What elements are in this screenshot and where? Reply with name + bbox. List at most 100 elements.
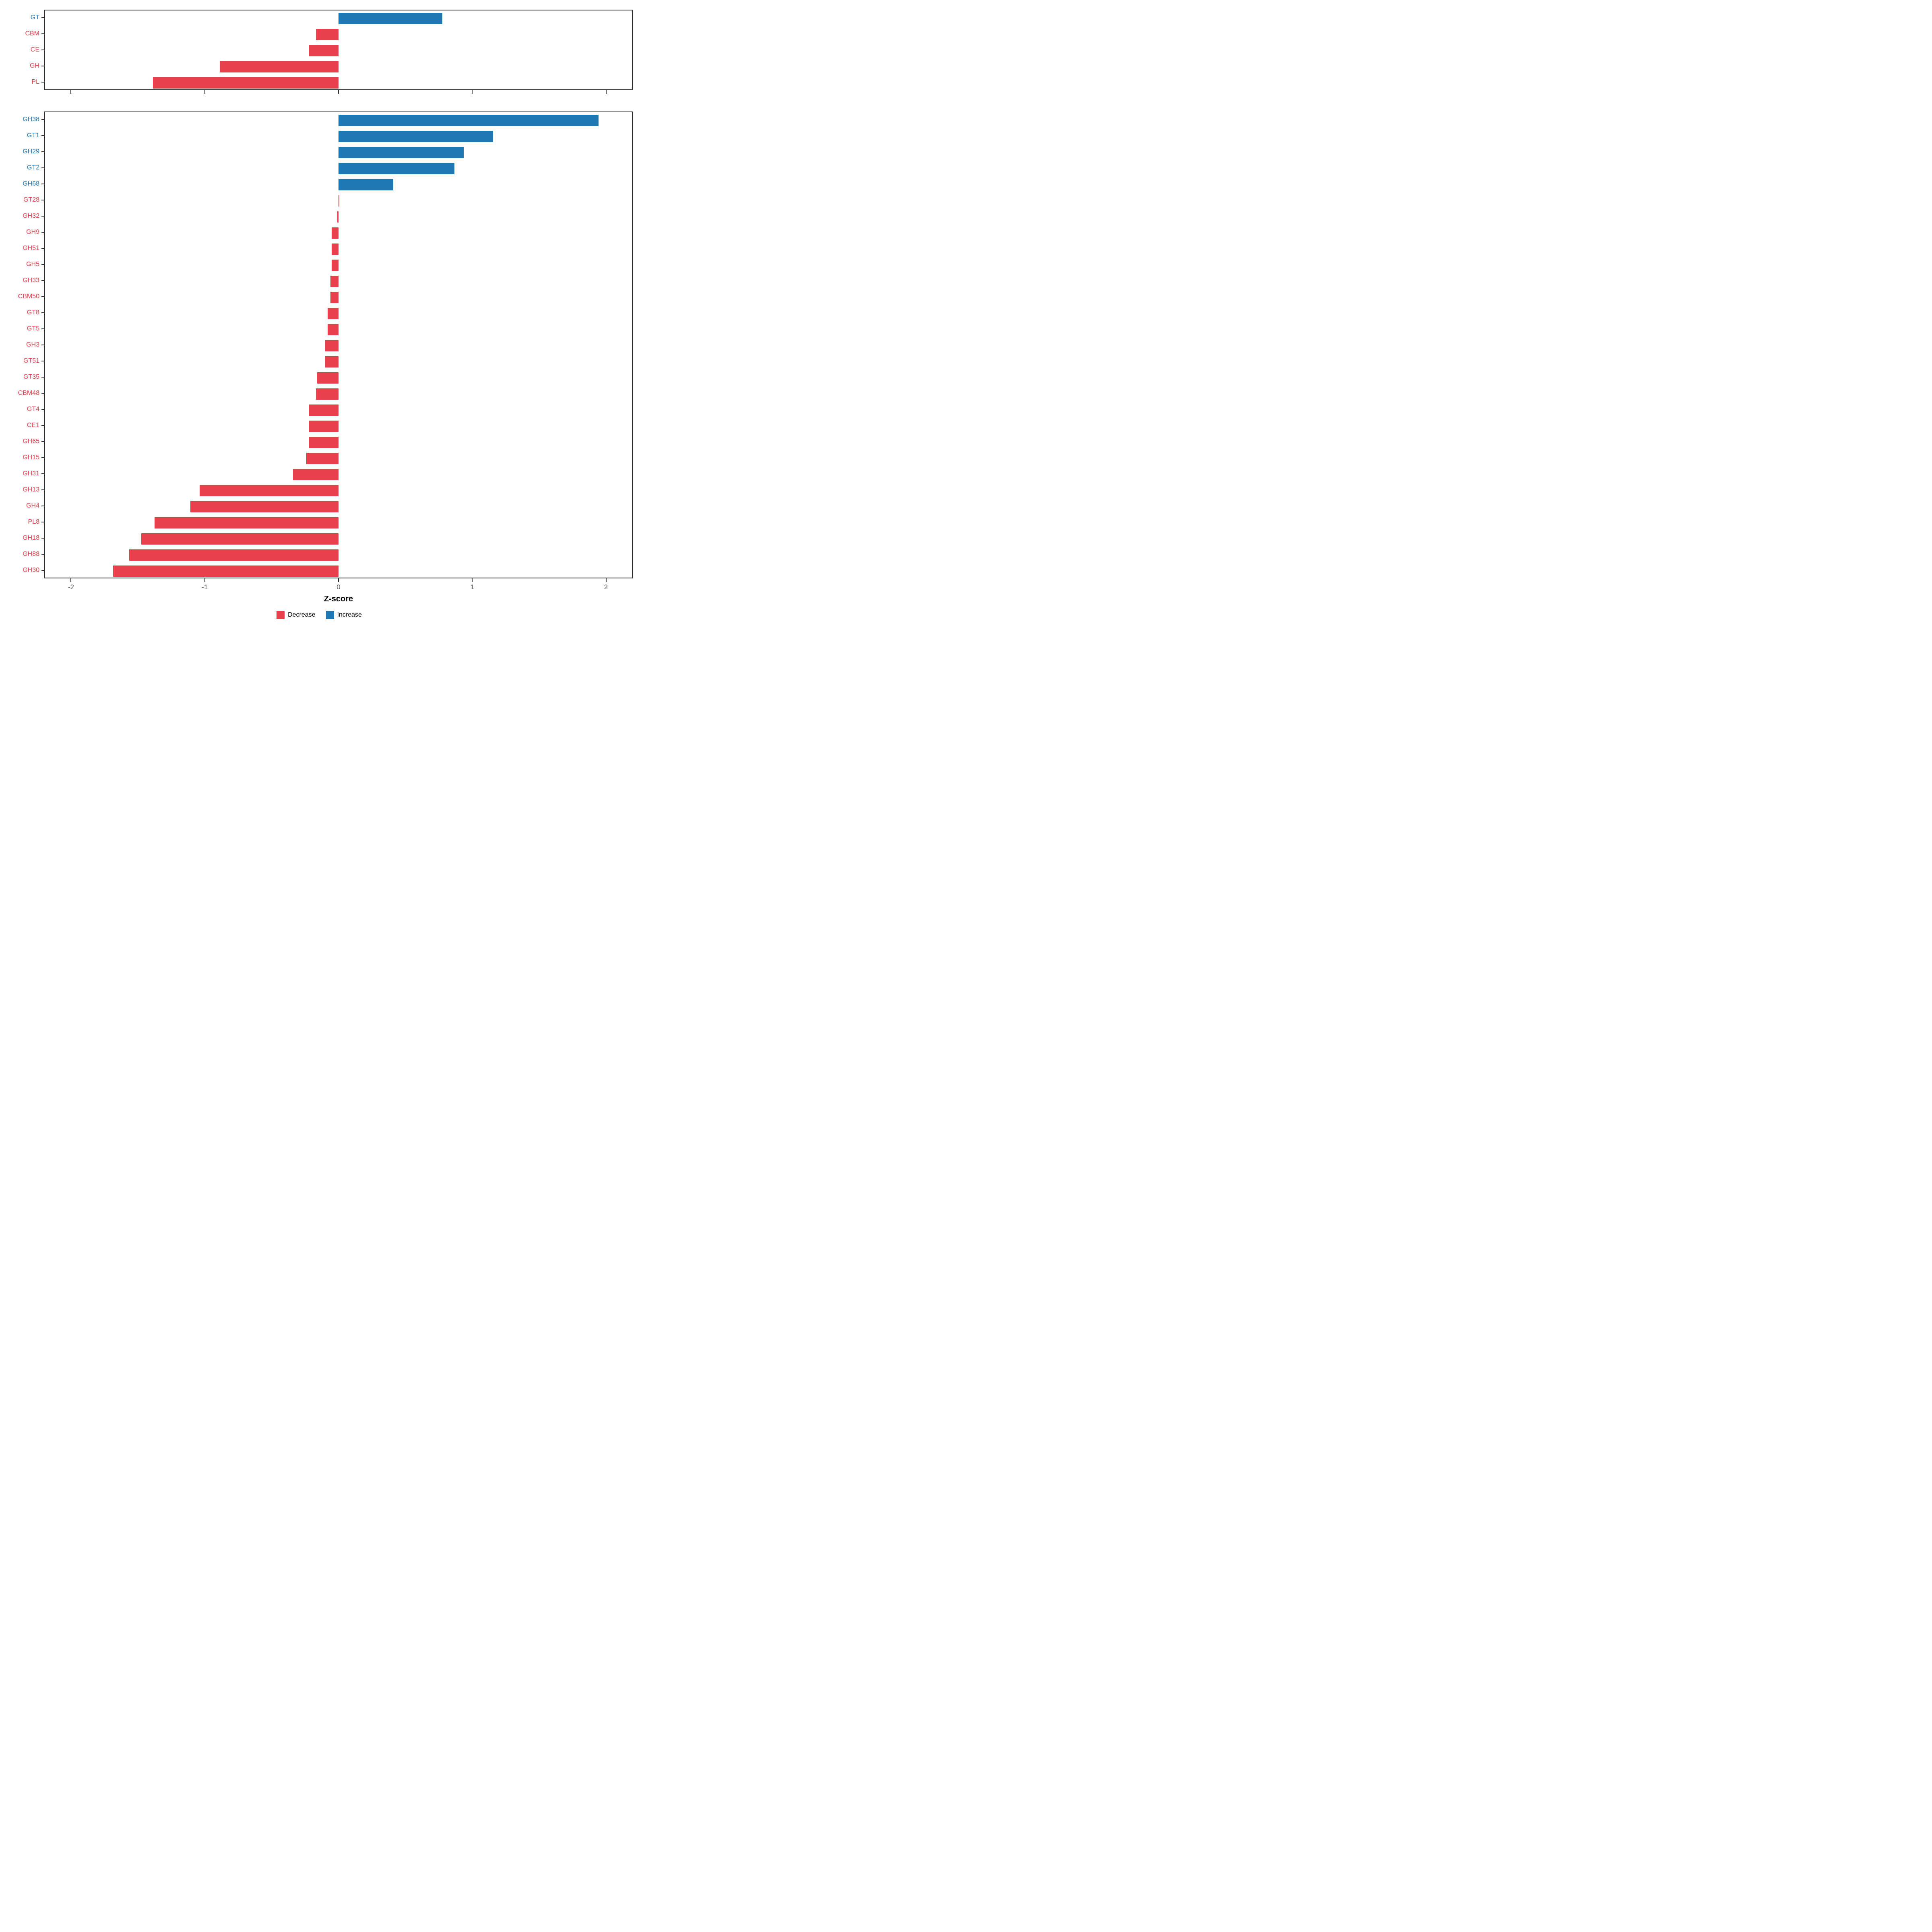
legend-item-decrease: Decrease [277, 611, 316, 619]
x-tick-mark [472, 578, 473, 582]
bar [332, 227, 339, 239]
category-label: GH65 [6, 433, 44, 450]
bar [306, 453, 339, 464]
category-label-text: GH51 [23, 245, 39, 252]
category-label-text: GH33 [23, 277, 39, 284]
legend-item-increase: Increase [326, 611, 362, 619]
y-tick-mark [41, 33, 44, 34]
category-label: GT51 [6, 353, 44, 369]
category-label-text: GT2 [27, 164, 39, 171]
bar-row [45, 144, 632, 161]
category-label: CE [6, 42, 44, 58]
bar-row [45, 305, 632, 322]
y-tick-mark [41, 312, 44, 313]
legend-label-increase: Increase [337, 611, 362, 618]
bar [309, 437, 339, 448]
bar-row [45, 209, 632, 225]
y-tick-mark [41, 377, 44, 378]
y-tick-mark [41, 473, 44, 474]
y-tick-mark [41, 457, 44, 458]
bar-row [45, 177, 632, 193]
category-label: GH33 [6, 272, 44, 289]
category-label: GH5 [6, 256, 44, 272]
x-tick-mark [472, 90, 473, 94]
bar [325, 340, 339, 351]
y-tick-mark [41, 489, 44, 490]
bar-row [45, 338, 632, 354]
bar-row [45, 466, 632, 483]
category-label-text: CBM48 [18, 390, 39, 396]
bar-row [45, 547, 632, 563]
zscore-bar-chart: GT CBM CE GH PL GH38 GT1 GH29 GT2 GH68 GT28 GH32 GH… [0, 0, 644, 644]
x-axis-ticks [44, 578, 633, 582]
x-tick-mark [338, 578, 339, 582]
y-tick-mark [41, 264, 44, 265]
category-label: PL [6, 74, 44, 90]
category-label: GH4 [6, 498, 44, 514]
y-axis-labels: GT CBM CE GH PL [6, 10, 44, 94]
bar [154, 517, 339, 528]
bar-row [45, 10, 632, 27]
category-label-text: GT5 [27, 325, 39, 332]
bar [339, 13, 443, 24]
bar-row [45, 322, 632, 338]
category-label-text: CE1 [27, 422, 39, 429]
bar-row [45, 563, 632, 579]
bar-row [45, 27, 632, 43]
bar-row [45, 418, 632, 434]
category-label-text: GH32 [23, 213, 39, 219]
category-label: GT8 [6, 305, 44, 321]
bar [339, 115, 599, 126]
category-label-text: GT35 [23, 374, 39, 380]
category-label-text: GH13 [23, 486, 39, 493]
bar [129, 549, 339, 561]
y-tick-mark [41, 167, 44, 168]
bar [339, 131, 493, 142]
x-axis-tick-labels: -2 -1 0 1 2 [44, 583, 633, 594]
category-label-text: GH5 [26, 261, 39, 268]
bar [332, 244, 339, 255]
legend: Decrease Increase [6, 611, 633, 619]
category-label-text: GT51 [23, 357, 39, 364]
bar-row [45, 75, 632, 91]
bar-row [45, 434, 632, 450]
y-tick-mark [41, 425, 44, 426]
y-tick-mark [41, 119, 44, 120]
top-panel-classes: GT CBM CE GH PL [6, 10, 633, 94]
plot-column [44, 10, 633, 94]
category-label: CE1 [6, 417, 44, 433]
category-label: GT4 [6, 401, 44, 417]
category-label-text: GH65 [23, 438, 39, 445]
category-label: GH30 [6, 562, 44, 578]
category-label: PL8 [6, 514, 44, 530]
y-tick-mark [41, 248, 44, 249]
bar [325, 356, 339, 367]
bar [293, 469, 339, 480]
bar-row [45, 273, 632, 289]
y-tick-mark [41, 82, 44, 83]
bar-row [45, 128, 632, 144]
category-label-text: GH4 [26, 502, 39, 509]
category-label: CBM [6, 26, 44, 42]
x-axis-label-spacer [6, 594, 44, 604]
bar [309, 421, 339, 432]
bar-row [45, 43, 632, 59]
category-label: CBM50 [6, 289, 44, 305]
category-label-text: GH30 [23, 567, 39, 574]
y-tick-mark [41, 538, 44, 539]
x-tick-label: 1 [470, 583, 474, 591]
bar [316, 388, 339, 400]
bar-row [45, 257, 632, 273]
bar [220, 61, 339, 72]
category-label-text: GH18 [23, 535, 39, 541]
category-label-text: GH38 [23, 116, 39, 123]
plot-panel [44, 10, 633, 90]
category-label: GH38 [6, 111, 44, 128]
category-label-text: GT4 [27, 406, 39, 413]
bar-row [45, 161, 632, 177]
bar-row [45, 225, 632, 241]
y-tick-mark [41, 216, 44, 217]
category-label: GT [6, 10, 44, 26]
category-label: GH13 [6, 482, 44, 498]
y-tick-mark [41, 135, 44, 136]
